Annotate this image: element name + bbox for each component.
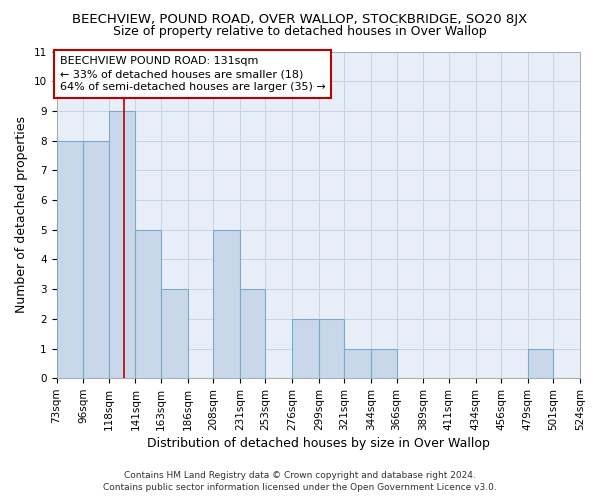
Bar — [109, 111, 136, 378]
Bar — [56, 140, 83, 378]
Text: BEECHVIEW, POUND ROAD, OVER WALLOP, STOCKBRIDGE, SO20 8JX: BEECHVIEW, POUND ROAD, OVER WALLOP, STOC… — [73, 12, 527, 26]
Y-axis label: Number of detached properties: Number of detached properties — [15, 116, 28, 314]
Bar — [344, 348, 371, 378]
Bar — [371, 348, 397, 378]
X-axis label: Distribution of detached houses by size in Over Wallop: Distribution of detached houses by size … — [147, 437, 490, 450]
Bar — [136, 230, 161, 378]
Text: BEECHVIEW POUND ROAD: 131sqm
← 33% of detached houses are smaller (18)
64% of se: BEECHVIEW POUND ROAD: 131sqm ← 33% of de… — [60, 56, 326, 92]
Bar — [319, 319, 344, 378]
Bar — [161, 289, 188, 378]
Bar — [292, 319, 319, 378]
Bar — [528, 348, 553, 378]
Bar — [240, 289, 265, 378]
Text: Size of property relative to detached houses in Over Wallop: Size of property relative to detached ho… — [113, 25, 487, 38]
Bar — [83, 140, 109, 378]
Bar — [213, 230, 240, 378]
Text: Contains HM Land Registry data © Crown copyright and database right 2024.
Contai: Contains HM Land Registry data © Crown c… — [103, 471, 497, 492]
